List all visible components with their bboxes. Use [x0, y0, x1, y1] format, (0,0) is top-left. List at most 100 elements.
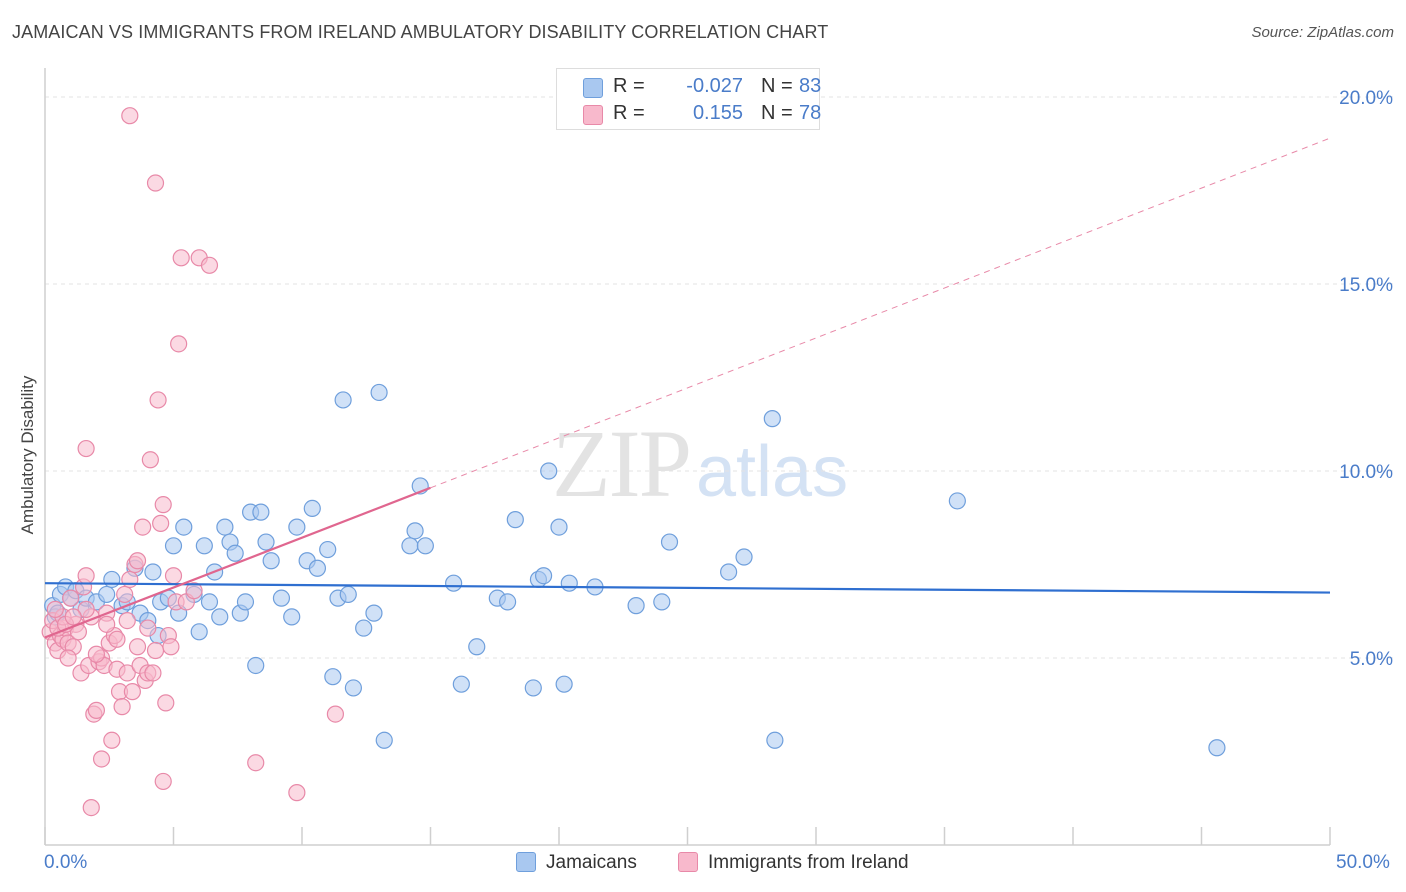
ireland-point [149, 391, 167, 409]
ireland-point [141, 451, 159, 469]
bottom-legend-swatch-ireland [678, 852, 698, 872]
jamaicans-point [406, 522, 424, 540]
legend-n-value: 78 [799, 102, 822, 124]
bottom-legend-label-ireland: Immigrants from Ireland [708, 852, 909, 873]
jamaicans-point [375, 731, 393, 749]
jamaicans-point [257, 533, 275, 551]
jamaicans-point [334, 391, 352, 409]
ireland-point [152, 514, 170, 532]
jamaicans-point [560, 574, 578, 592]
ireland-point [185, 582, 203, 600]
ireland-point [82, 798, 100, 817]
jamaicans-point [247, 656, 265, 675]
jamaicans-point [499, 593, 517, 611]
ireland-point [288, 784, 306, 802]
jamaicans-point [144, 563, 162, 581]
y-tick-label: 5.0% [1350, 649, 1393, 670]
jamaicans-point [1208, 739, 1226, 757]
ireland-point [162, 638, 180, 656]
ireland-point [62, 589, 80, 607]
legend-n-label: N = [761, 102, 793, 124]
y-tick-label: 20.0% [1339, 88, 1393, 109]
chart-title: JAMAICAN VS IMMIGRANTS FROM IRELAND AMBU… [12, 22, 829, 42]
jamaicans-point [720, 563, 738, 581]
ireland-point [59, 649, 77, 667]
jamaicans-point [339, 585, 357, 604]
jamaicans-point [550, 518, 568, 536]
jamaicans-point [272, 589, 291, 607]
jamaicans-point [416, 537, 434, 555]
ireland-point [92, 750, 111, 768]
jamaicans-point [252, 503, 270, 521]
jamaicans-point [660, 533, 679, 551]
bottom-legend-label-jamaicans: Jamaicans [546, 852, 637, 873]
ireland-trend-line [44, 486, 431, 639]
jamaicans-point [262, 552, 280, 570]
ireland-point [103, 731, 121, 749]
jamaicans-point [653, 593, 671, 611]
jamaicans-point [200, 593, 219, 611]
jamaicans-point [175, 518, 193, 536]
legend-swatch-jamaicans [583, 78, 603, 98]
jamaicans-point [555, 675, 573, 693]
jamaicans-point [627, 597, 645, 615]
ireland-point [170, 335, 188, 353]
jamaicans-point [534, 567, 553, 585]
y-tick-label: 10.0% [1339, 462, 1393, 483]
jamaicans-point [303, 499, 321, 517]
legend-r-value: 0.155 [692, 102, 743, 124]
jamaicans-point [195, 537, 213, 555]
ireland-point [87, 701, 106, 719]
ireland-point [164, 567, 183, 585]
jamaicans-point [324, 668, 342, 686]
jamaicans-point [355, 619, 373, 637]
jamaicans-point [236, 593, 255, 611]
jamaicans-point [103, 570, 121, 589]
ireland-point [146, 641, 165, 660]
jamaicans-point [370, 383, 388, 402]
jamaicans-point [344, 679, 362, 697]
ireland-point [118, 611, 136, 630]
ireland-point [123, 683, 141, 701]
x-tick-label-max: 50.0% [1336, 852, 1390, 873]
jamaicans-point [216, 518, 234, 536]
jamaicans-point [401, 537, 419, 555]
legend-n-label: N = [761, 75, 793, 97]
jamaicans-point [319, 540, 337, 559]
jamaicans-point [308, 559, 327, 577]
ireland-point [77, 600, 95, 618]
jamaicans-point [766, 731, 784, 749]
jamaicans-point [763, 410, 781, 428]
ireland-point [154, 772, 172, 791]
legend-r-label: R = [613, 102, 645, 124]
bottom-legend-ireland: Immigrants from Ireland [678, 852, 909, 874]
jamaicans-point [190, 623, 208, 641]
jamaicans-trend-line [44, 582, 1331, 594]
ireland-point [154, 496, 172, 514]
ireland-trend-extension [430, 137, 1331, 489]
correlation-legend: R = -0.027 N = 83 R = 0.155 N = 78 [556, 68, 822, 130]
jamaicans-point [98, 585, 116, 604]
jamaicans-point [445, 574, 463, 592]
source-label: Source: ZipAtlas.com [1251, 24, 1394, 41]
ireland-point [64, 608, 82, 626]
bottom-legend-swatch-jamaicans [516, 852, 536, 872]
ireland-point [118, 664, 136, 682]
ireland-point [116, 585, 134, 604]
watermark: ZIPatlas [552, 408, 848, 519]
ireland-point [77, 567, 95, 585]
ireland-point [139, 619, 157, 637]
jamaicans-point [540, 462, 558, 480]
watermark-zip: ZIP [552, 410, 692, 517]
watermark-atlas: atlas [696, 432, 849, 512]
ireland-point [98, 615, 116, 633]
x-tick-label-min: 0.0% [44, 852, 88, 873]
ireland-point [108, 630, 126, 648]
ireland-point [146, 174, 165, 192]
ireland-point [77, 439, 95, 458]
jamaicans-point [226, 544, 244, 562]
ireland-point [157, 694, 175, 712]
legend-swatch-ireland [583, 105, 603, 125]
ireland-point [247, 754, 265, 772]
jamaicans-point [524, 679, 542, 697]
